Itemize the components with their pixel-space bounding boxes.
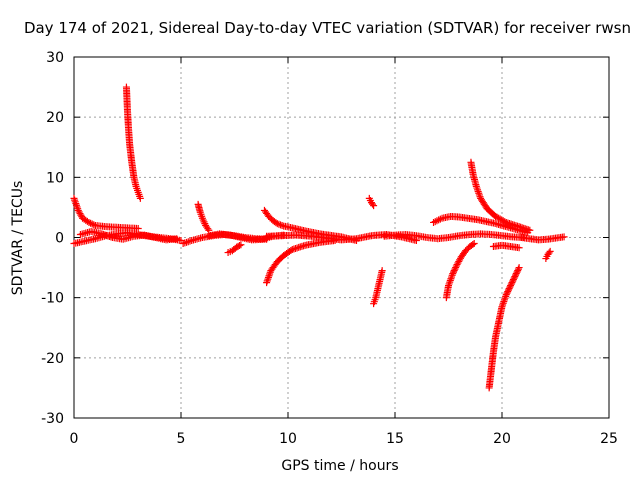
- series-trace: [382, 230, 526, 243]
- data-point: [546, 247, 554, 255]
- data-point: [74, 206, 82, 214]
- x-tick-label: 5: [177, 431, 186, 447]
- series-trace: [78, 228, 179, 244]
- data-point: [263, 279, 271, 287]
- data-point: [511, 273, 519, 281]
- series-arc-21: [542, 247, 554, 263]
- series-trace: [71, 196, 140, 232]
- data-point: [179, 240, 187, 248]
- series-arc-14: [380, 230, 527, 243]
- series-trace: [123, 85, 144, 200]
- data-point: [449, 270, 457, 278]
- series-trace: [226, 242, 243, 256]
- series-arc-20: [517, 233, 568, 244]
- data-point: [507, 282, 515, 290]
- series-trace: [519, 233, 566, 244]
- series-trace: [370, 268, 386, 306]
- series-trace: [467, 160, 532, 234]
- series-arc-17: [442, 240, 478, 302]
- series-arc-16: [467, 158, 534, 234]
- series-arc-12: [365, 194, 378, 210]
- series-trace: [195, 202, 212, 233]
- y-tick-label: 30: [46, 50, 64, 66]
- series-arc-01: [70, 194, 142, 232]
- y-tick-label: -10: [41, 291, 64, 307]
- chart-title: Day 174 of 2021, Sidereal Day-to-day VTE…: [24, 19, 631, 37]
- series-arc-06: [194, 200, 213, 234]
- data-point: [453, 261, 461, 269]
- series-arc-04: [122, 83, 144, 202]
- y-tick-label: 10: [46, 170, 64, 186]
- x-tick-label: 20: [493, 431, 511, 447]
- x-tick-label: 15: [386, 431, 404, 447]
- x-tick-labels: 0 5 10 15 20 25: [70, 431, 618, 447]
- y-tick-label: 20: [46, 110, 64, 126]
- data-point: [70, 194, 78, 202]
- series-trace: [443, 241, 477, 300]
- series-trace: [366, 196, 377, 208]
- data-points: [70, 83, 568, 392]
- x-tick-label: 25: [600, 431, 618, 447]
- series-arc-03: [76, 227, 181, 244]
- series-arc-13: [370, 267, 386, 308]
- series-trace: [485, 265, 522, 390]
- y-tick-labels: -30 -20 -10 0 10 20 30: [41, 50, 64, 427]
- data-point: [515, 264, 523, 272]
- data-point: [370, 202, 378, 210]
- series-arc-07: [224, 241, 245, 257]
- series-arc-10: [263, 237, 339, 287]
- x-tick-label: 10: [279, 431, 297, 447]
- x-axis-label: GPS time / hours: [281, 458, 398, 474]
- data-point: [430, 218, 438, 226]
- series-arc-19: [489, 241, 523, 252]
- x-tick-label: 0: [70, 431, 79, 447]
- series-arc-18: [485, 264, 523, 392]
- series-trace: [431, 213, 530, 236]
- axis-ticks: [73, 56, 610, 419]
- data-point: [502, 291, 510, 299]
- series-trace: [543, 249, 553, 260]
- y-axis-label: SDTVAR / TECUs: [10, 181, 26, 296]
- series-trace: [263, 237, 337, 285]
- y-tick-label: -30: [41, 411, 64, 427]
- series-trace: [491, 242, 521, 251]
- y-tick-label: 0: [55, 231, 64, 247]
- y-tick-label: -20: [41, 351, 64, 367]
